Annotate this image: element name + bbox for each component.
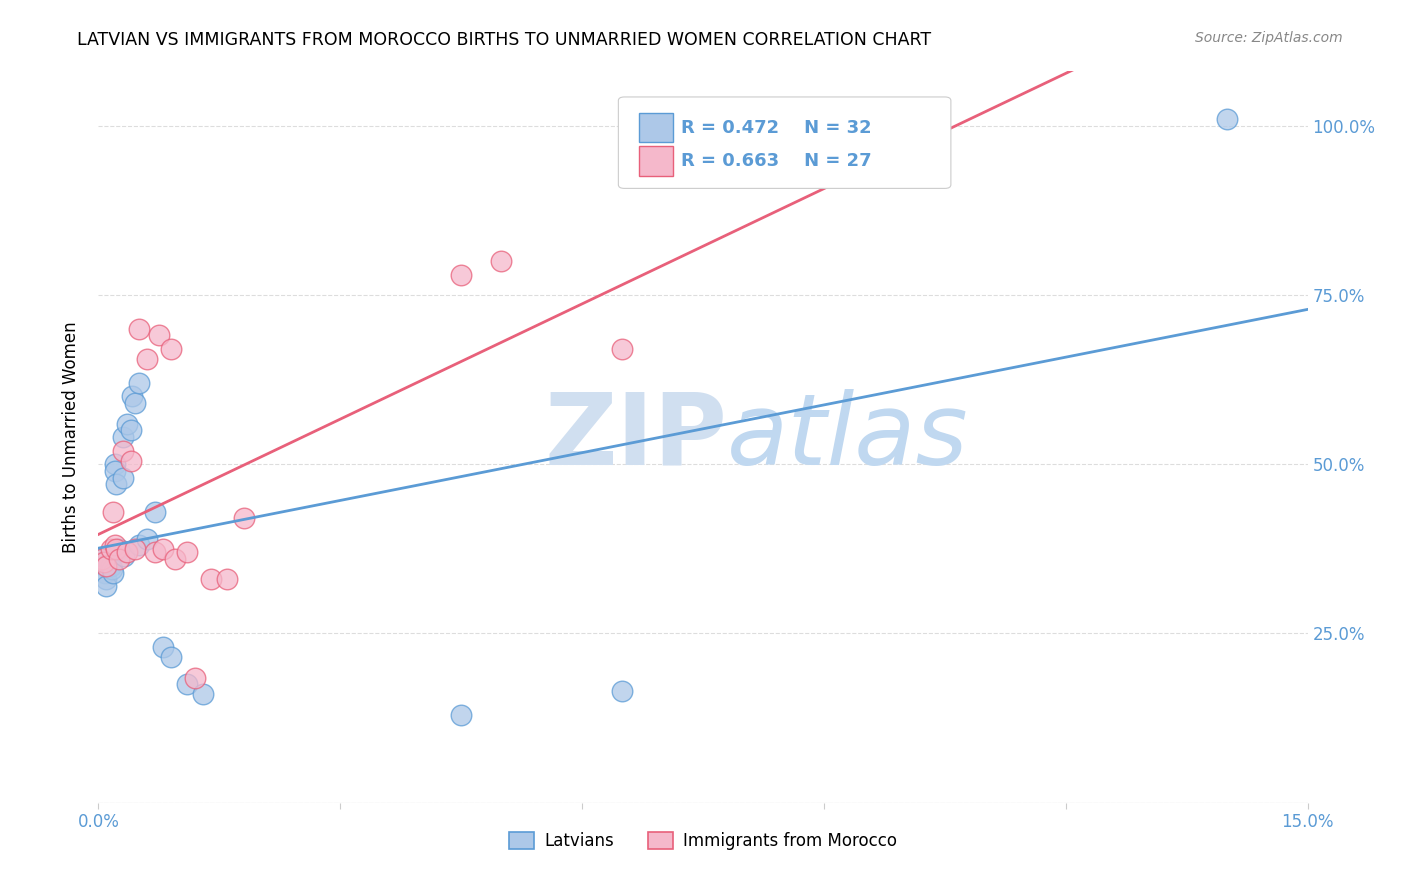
Point <box>128 376 150 390</box>
Point <box>100 558 122 573</box>
Point <box>115 545 138 559</box>
Text: ZIP: ZIP <box>544 389 727 485</box>
Point <box>115 417 138 431</box>
Point <box>193 688 215 702</box>
Point <box>450 268 472 282</box>
Point <box>111 443 134 458</box>
Point <box>135 532 157 546</box>
Point <box>91 552 114 566</box>
Point <box>176 677 198 691</box>
Point <box>103 538 125 552</box>
Point <box>101 562 124 576</box>
Point <box>143 545 166 559</box>
Point <box>94 572 117 586</box>
Legend: Latvians, Immigrants from Morocco: Latvians, Immigrants from Morocco <box>503 825 903 856</box>
Point <box>232 511 254 525</box>
Point <box>124 541 146 556</box>
Point <box>128 538 150 552</box>
Point <box>184 671 207 685</box>
Point <box>120 454 142 468</box>
Text: Source: ZipAtlas.com: Source: ZipAtlas.com <box>1195 31 1343 45</box>
Point <box>101 566 124 580</box>
Point <box>143 505 166 519</box>
Text: R = 0.663    N = 27: R = 0.663 N = 27 <box>682 153 872 170</box>
Point <box>112 549 135 563</box>
Point <box>160 342 183 356</box>
Point <box>200 572 222 586</box>
Point <box>135 352 157 367</box>
Point <box>103 457 125 471</box>
Point <box>105 477 128 491</box>
Point <box>121 389 143 403</box>
Point <box>100 541 122 556</box>
Point <box>107 541 129 556</box>
Point <box>93 558 115 573</box>
Point <box>612 684 634 698</box>
Point <box>128 322 150 336</box>
Point <box>96 558 118 573</box>
Point <box>107 552 129 566</box>
Point <box>124 396 146 410</box>
Point <box>96 579 118 593</box>
Point <box>93 555 115 569</box>
Text: R = 0.472    N = 32: R = 0.472 N = 32 <box>682 119 872 136</box>
Point <box>152 640 174 654</box>
Point <box>217 572 239 586</box>
FancyBboxPatch shape <box>619 97 950 188</box>
Point <box>111 430 134 444</box>
Point <box>163 552 186 566</box>
Point <box>91 552 114 566</box>
Point <box>612 342 634 356</box>
Text: LATVIAN VS IMMIGRANTS FROM MOROCCO BIRTHS TO UNMARRIED WOMEN CORRELATION CHART: LATVIAN VS IMMIGRANTS FROM MOROCCO BIRTH… <box>77 31 931 49</box>
FancyBboxPatch shape <box>638 112 673 142</box>
Point <box>103 464 125 478</box>
Point <box>176 545 198 559</box>
Point <box>148 328 170 343</box>
Point <box>111 471 134 485</box>
Point <box>450 707 472 722</box>
Point <box>160 650 183 665</box>
Point <box>97 555 120 569</box>
FancyBboxPatch shape <box>638 146 673 176</box>
Point <box>94 566 117 580</box>
Point <box>105 541 128 556</box>
Point <box>97 552 120 566</box>
Text: atlas: atlas <box>727 389 969 485</box>
Y-axis label: Births to Unmarried Women: Births to Unmarried Women <box>62 321 80 553</box>
Point <box>152 541 174 556</box>
Point <box>120 423 142 437</box>
Point <box>1216 112 1239 126</box>
Point <box>491 254 513 268</box>
Point <box>101 505 124 519</box>
